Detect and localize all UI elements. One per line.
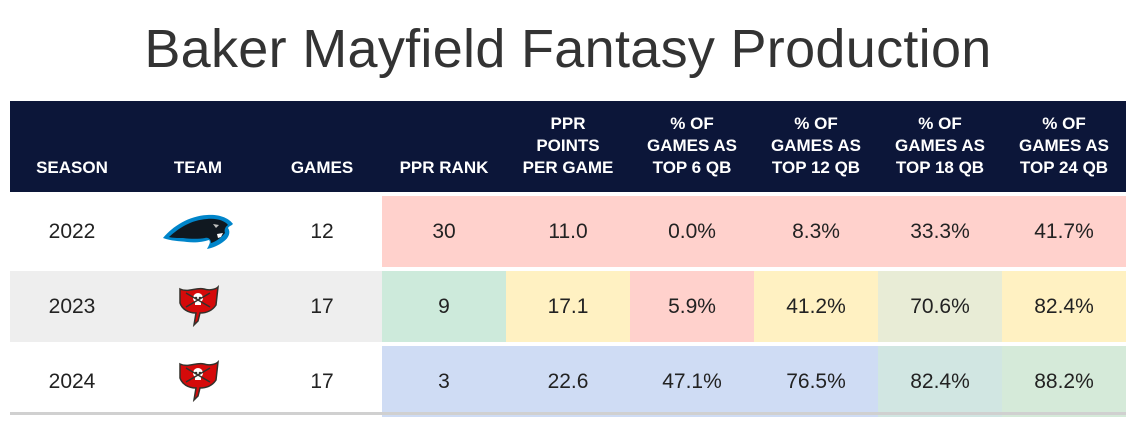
panthers-logo-icon [161, 212, 235, 252]
ppg-cell: 11.0 [506, 196, 630, 267]
table-bottom-border [10, 412, 1126, 415]
team-cell [134, 196, 262, 267]
top24-cell: 41.7% [1002, 196, 1126, 267]
games-cell: 17 [262, 271, 382, 342]
header-season: SEASON [36, 158, 108, 177]
buccaneers-flag-icon [176, 284, 220, 329]
top12-cell: 76.5% [754, 346, 878, 417]
ppr-rank-cell: 30 [382, 196, 506, 267]
top12-cell: 8.3% [754, 196, 878, 267]
top6-cell: 47.1% [630, 346, 754, 417]
top18-cell: 82.4% [878, 346, 1002, 417]
header-ppr-rank: PPR RANK [399, 158, 489, 177]
ppg-cell: 17.1 [506, 271, 630, 342]
table-row: 2022 12 30 11.0 0.0% 8.3% 33.3% 41.7% [10, 196, 1126, 267]
header-team: TEAM [173, 158, 223, 177]
top6-cell: 5.9% [630, 271, 754, 342]
top24-cell: 88.2% [1002, 346, 1126, 417]
team-cell [134, 346, 262, 417]
season-cell: 2023 [10, 271, 134, 342]
top24-cell: 82.4% [1002, 271, 1126, 342]
header-top18: % OF GAMES AS TOP 18 QB [894, 114, 986, 177]
table-header: SEASON TEAM GAMES PPR RANK PPR POINTS PE… [10, 101, 1126, 192]
ppr-rank-cell: 9 [382, 271, 506, 342]
team-cell [134, 271, 262, 342]
games-cell: 17 [310, 369, 334, 393]
header-top12: % OF GAMES AS TOP 12 QB [770, 114, 862, 177]
top12-cell: 41.2% [754, 271, 878, 342]
stats-table: SEASON TEAM GAMES PPR RANK PPR POINTS PE… [10, 101, 1126, 417]
header-top24: % OF GAMES AS TOP 24 QB [1018, 114, 1110, 177]
season-cell: 2024 [48, 369, 96, 393]
header-top6: % OF GAMES AS TOP 6 QB [646, 114, 738, 177]
ppr-rank-cell: 3 [382, 346, 506, 417]
page-title: Baker Mayfield Fantasy Production [144, 19, 992, 79]
top18-cell: 70.6% [878, 271, 1002, 342]
top18-cell: 33.3% [878, 196, 1002, 267]
header-games: GAMES [290, 158, 354, 177]
table-row: 2024 17 3 22.6 47.1% 76.5% 82.4% 88.2% [10, 346, 1126, 417]
ppg-cell: 22.6 [506, 346, 630, 417]
season-cell: 2022 [48, 219, 96, 243]
top6-cell: 0.0% [630, 196, 754, 267]
header-ppr-ppg: PPR POINTS PER GAME [522, 114, 614, 177]
table-row: 2023 17 9 17.1 5.9% 41.2% 70.6% 82.4% [10, 271, 1126, 342]
games-cell: 12 [310, 219, 334, 243]
buccaneers-flag-icon [176, 359, 220, 404]
